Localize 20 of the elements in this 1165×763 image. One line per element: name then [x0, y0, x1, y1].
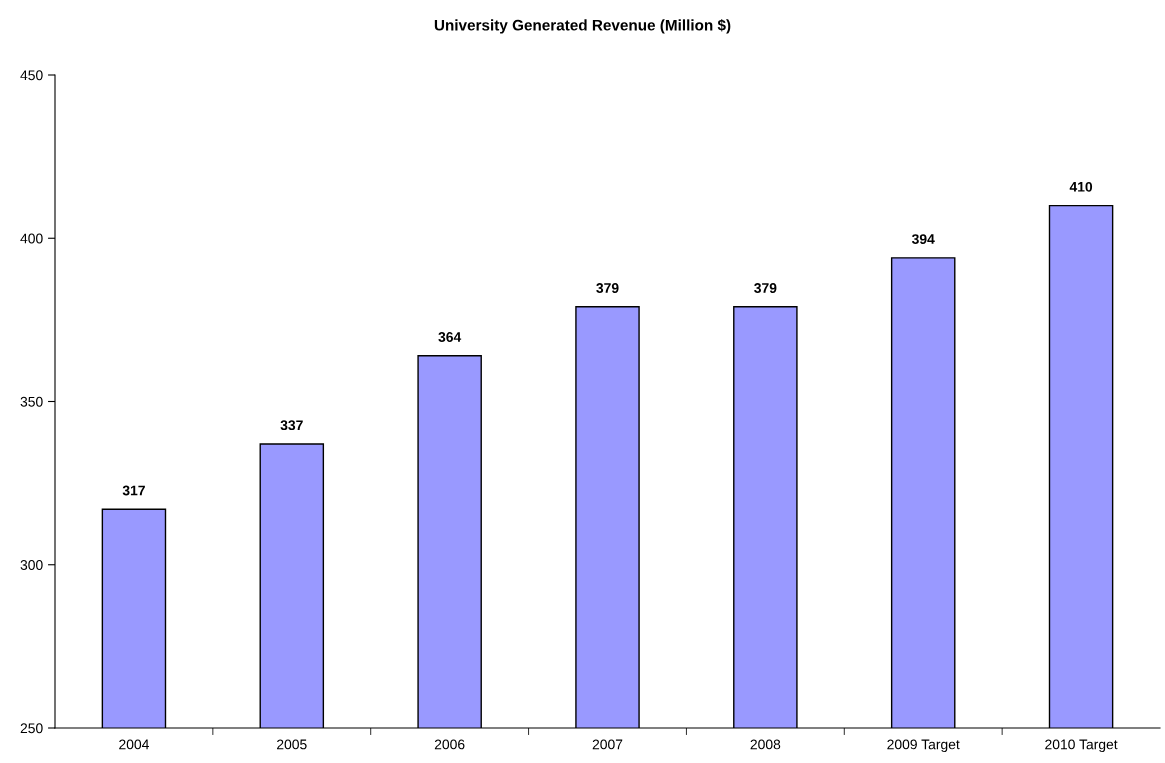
- x-tick-label: 2004: [119, 739, 149, 750]
- y-tick-label: 350: [20, 396, 43, 407]
- data-label: 364: [438, 332, 462, 342]
- x-tick-label: 2007: [592, 739, 623, 750]
- data-label: 379: [596, 283, 619, 293]
- data-label: 337: [280, 420, 303, 431]
- x-tick-label: 2006: [434, 739, 465, 750]
- data-label: 317: [122, 485, 145, 496]
- x-tick-label: 2010 Target: [1045, 739, 1118, 753]
- data-label: 410: [1069, 181, 1093, 192]
- y-tick-label: 450: [20, 70, 43, 81]
- x-tick-label: 2009 Target: [887, 739, 960, 753]
- data-label: 379: [754, 283, 777, 293]
- y-tick-label: 300: [20, 560, 43, 570]
- x-tick-label: 2008: [750, 739, 781, 750]
- y-tick-label: 400: [20, 233, 43, 244]
- x-tick-label: 2005: [277, 739, 307, 750]
- chart-title: University Generated Revenue (Million $): [434, 19, 731, 34]
- data-label: 394: [911, 234, 935, 244]
- y-tick-label: 250: [20, 723, 43, 734]
